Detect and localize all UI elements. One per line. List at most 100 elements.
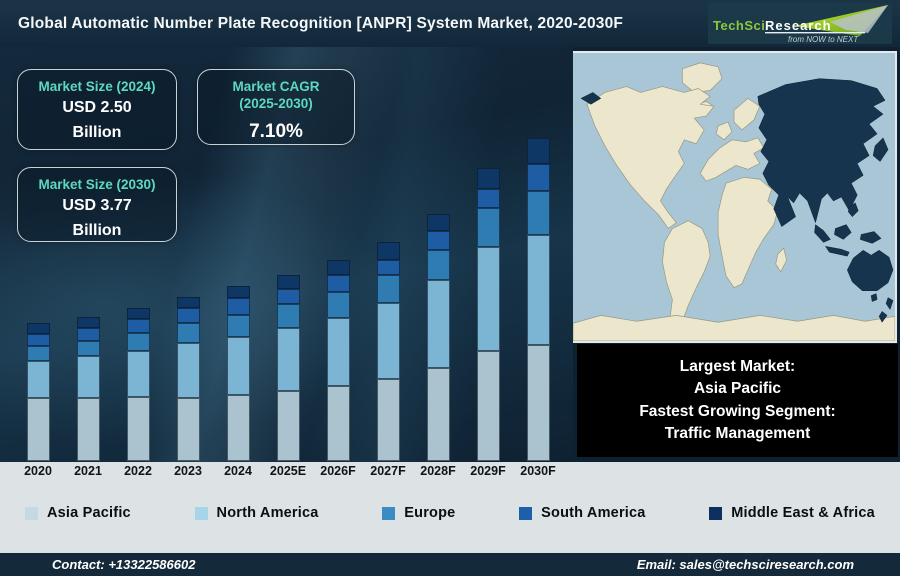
bar-2026f xyxy=(326,260,350,461)
bar-segment-middle-east-africa xyxy=(276,275,300,289)
page-title: Global Automatic Number Plate Recognitio… xyxy=(18,14,624,32)
bar-2022 xyxy=(126,308,150,461)
legend-label-north-america: North America xyxy=(216,505,319,521)
legend-label-europe: Europe xyxy=(404,505,456,521)
bar-segment-south-america xyxy=(76,328,100,341)
info-box-value: 7.10% xyxy=(249,120,303,142)
bar-2024 xyxy=(226,286,250,461)
info-box-value: USD 3.77 xyxy=(62,196,132,214)
bar-2030f xyxy=(526,138,550,461)
bar-segment-south-america xyxy=(426,231,450,250)
bar-segment-north-america xyxy=(76,356,100,398)
legend-swatch-europe xyxy=(382,506,396,520)
title-bar: Global Automatic Number Plate Recognitio… xyxy=(0,0,900,47)
x-axis-label-2021: 2021 xyxy=(74,464,102,478)
legend-swatch-middle-east-africa xyxy=(709,506,723,520)
bar-segment-north-america xyxy=(376,303,400,379)
bar-segment-north-america xyxy=(26,361,50,398)
bar-segment-europe xyxy=(126,333,150,351)
bar-segment-north-america xyxy=(226,337,250,395)
legend-swatch-north-america xyxy=(194,506,208,520)
bar-segment-north-america xyxy=(326,318,350,386)
x-axis-label-2024: 2024 xyxy=(224,464,252,478)
x-axis-label-2025e: 2025E xyxy=(269,464,307,478)
bar-segment-south-america xyxy=(126,319,150,333)
legend-label-middle-east-africa: Middle East & Africa xyxy=(731,505,875,521)
footer-bar: Contact: +13322586602 Email: sales@techs… xyxy=(0,553,900,576)
info-box-value-unit: Billion xyxy=(72,221,122,239)
x-axis-label-2020: 2020 xyxy=(24,464,52,478)
bar-segment-europe xyxy=(26,346,50,361)
bar-segment-middle-east-africa xyxy=(376,242,400,260)
bar-segment-middle-east-africa xyxy=(176,297,200,308)
legend-item-europe: Europe xyxy=(382,505,455,521)
bar-segment-middle-east-africa xyxy=(126,308,150,319)
bar-segment-middle-east-africa xyxy=(326,260,350,275)
bar-segment-middle-east-africa xyxy=(76,317,100,328)
bar-segment-middle-east-africa xyxy=(26,323,50,334)
bar-segment-asia-pacific xyxy=(126,397,150,461)
bar-segment-asia-pacific xyxy=(326,386,350,461)
bar-segment-north-america xyxy=(276,328,300,391)
bar-segment-europe xyxy=(376,275,400,303)
legend-item-asia-pacific: Asia Pacific xyxy=(25,505,131,521)
bar-segment-asia-pacific xyxy=(226,395,250,461)
bar-segment-middle-east-africa xyxy=(226,286,250,298)
bar-2021 xyxy=(76,317,100,461)
bottom-strip: 2020 2021 2022 2023 2024 2025E 2026F 2027F 2028F… xyxy=(0,462,900,553)
bar-segment-middle-east-africa xyxy=(526,138,550,164)
world-map-graphic xyxy=(573,53,895,341)
bar-segment-south-america xyxy=(176,308,200,323)
logo-arrow-facet xyxy=(830,5,888,33)
bar-segment-europe xyxy=(326,292,350,318)
bar-segment-middle-east-africa xyxy=(476,168,500,189)
bar-segment-north-america xyxy=(176,343,200,398)
bar-2027f xyxy=(376,242,400,461)
bar-segment-north-america xyxy=(426,280,450,368)
info-box-market-cagr: Market CAGR (2025-2030) 7.10% xyxy=(197,69,355,145)
bar-segment-europe xyxy=(176,323,200,343)
bar-segment-south-america xyxy=(26,334,50,346)
techsci-logo-graphic: TechSci Research from NOW to NEXT xyxy=(708,3,892,44)
x-axis-label-2027f: 2027F xyxy=(370,464,406,478)
logo-brand-white: Research xyxy=(765,18,832,33)
legend-item-north-america: North America xyxy=(194,505,319,521)
bar-2020 xyxy=(26,323,50,461)
info-box-label-2: (2025-2030) xyxy=(239,95,313,111)
highlight-line-1: Largest Market: xyxy=(679,357,796,375)
legend: Asia Pacific North America Europe South Ame… xyxy=(0,502,900,524)
bar-segment-south-america xyxy=(476,189,500,208)
legend-swatch-south-america xyxy=(519,506,533,520)
legend-label-south-america: South America xyxy=(541,505,646,521)
map-asia-pacific-highlight xyxy=(580,78,894,323)
bar-segment-europe xyxy=(76,341,100,356)
bar-segment-asia-pacific xyxy=(476,351,500,461)
bar-segment-europe xyxy=(476,208,500,247)
bar-segment-asia-pacific xyxy=(276,391,300,461)
bar-segment-europe xyxy=(226,315,250,337)
logo-brand-green: TechSci xyxy=(713,18,765,33)
bar-2029f xyxy=(476,168,500,461)
bar-segment-north-america xyxy=(476,247,500,351)
x-axis-label-2023: 2023 xyxy=(174,464,202,478)
footer-email: Email: sales@techsciresearch.com xyxy=(636,557,854,572)
bar-segment-south-america xyxy=(276,289,300,304)
info-box-market-size-2024: Market Size (2024) USD 2.50 Billion xyxy=(17,69,177,150)
bar-segment-middle-east-africa xyxy=(426,214,450,231)
bar-segment-asia-pacific xyxy=(76,398,100,461)
bar-segment-south-america xyxy=(226,298,250,315)
bar-segment-europe xyxy=(526,191,550,235)
bar-segment-asia-pacific xyxy=(526,345,550,461)
bar-segment-south-america xyxy=(526,164,550,191)
x-axis-label-2029f: 2029F xyxy=(470,464,506,478)
info-box-value-unit: Billion xyxy=(72,123,122,141)
info-box-label: Market Size (2030) xyxy=(38,177,156,192)
bar-2025e xyxy=(276,275,300,461)
info-box-market-size-2030: Market Size (2030) USD 3.77 Billion xyxy=(17,167,177,242)
world-map xyxy=(573,51,897,343)
bar-segment-europe xyxy=(426,250,450,280)
x-axis-label-2022: 2022 xyxy=(124,464,152,478)
bar-2023 xyxy=(176,297,200,461)
techsci-logo: TechSci Research from NOW to NEXT xyxy=(708,3,892,44)
